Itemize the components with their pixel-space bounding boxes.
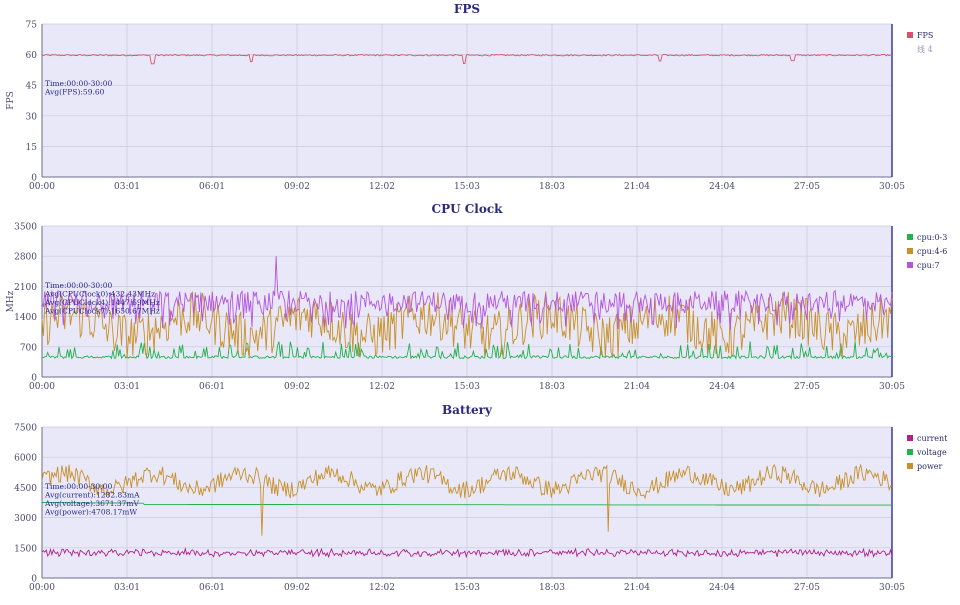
legend-swatch: [907, 32, 913, 38]
annotation-text: Avg(CPUClock7):1650.67MHz: [44, 307, 160, 316]
chart-title: CPU Clock: [432, 202, 504, 216]
cpu-clock-chart-panel: 0 700 1400 2100 2800 3500 00:00 03:01 06:01 09:02…: [0, 200, 960, 400]
x-tick-label: 00:00: [29, 182, 55, 192]
legend-swatch: [907, 449, 913, 455]
x-tick-label: 09:02: [284, 382, 310, 392]
legend-swatch: [907, 435, 913, 441]
x-tick-label: 09:02: [284, 583, 310, 593]
annotation-text: Time:00:00-30:00: [45, 482, 112, 491]
chart-title: FPS: [454, 2, 480, 16]
battery-svg: 0 1500 3000 4500 6000 7500 00:00 03:01 06:01 09:0…: [14, 403, 948, 593]
legend-swatch: [907, 46, 913, 52]
series-line-voltage: [42, 502, 892, 506]
y-tick-label: 3500: [14, 223, 37, 233]
y-axis-label: MHz: [6, 290, 16, 312]
x-tick-label: 24:04: [709, 182, 735, 192]
y-tick-label: 0: [31, 374, 37, 384]
legend-label: FPS: [917, 31, 933, 40]
x-tick-label: 00:00: [29, 382, 55, 392]
cpu-clock-svg: 0 700 1400 2100 2800 3500 00:00 03:01 06:01 09:02…: [6, 202, 947, 392]
annotation-text: Avg(CPUClock0):432.43MHz: [44, 290, 155, 299]
y-tick-label: 2800: [14, 253, 37, 263]
y-tick-label: 45: [26, 82, 38, 92]
y-tick-label: 75: [26, 21, 38, 31]
x-tick-label: 24:04: [709, 382, 735, 392]
x-tick-label: 15:03: [454, 182, 480, 192]
x-tick-label: 06:01: [199, 182, 225, 192]
series-line-power: [41, 463, 893, 536]
y-tick-label: 15: [26, 143, 38, 153]
x-tick-label: 18:03: [539, 583, 565, 593]
y-tick-label: 0: [31, 174, 37, 184]
annotation-text: Time:00:00-30:00: [45, 281, 112, 290]
annotation-text: Time:00:00-30:00: [45, 79, 112, 88]
y-tick-label: 30: [26, 112, 38, 122]
x-tick-label: 06:01: [199, 583, 225, 593]
y-tick-label: 0: [31, 575, 37, 585]
annotation-text: Avg(voltage):3671.37mV: [44, 499, 140, 508]
legend-swatch: [907, 463, 913, 469]
legend-label: power: [917, 462, 943, 471]
y-tick-label: 4500: [14, 484, 37, 494]
y-tick-label: 1500: [14, 544, 37, 554]
x-tick-label: 30:05: [879, 583, 905, 593]
battery-chart-panel: 0 1500 3000 4500 6000 7500 00:00 03:01 06:01 09:0…: [0, 401, 960, 601]
legend-label: cpu:7: [917, 261, 940, 270]
chart-title: Battery: [442, 403, 493, 417]
legend-swatch: [907, 234, 913, 240]
series-line-cpu-0-3: [41, 341, 893, 360]
x-tick-label: 27:05: [794, 182, 820, 192]
x-tick-label: 09:02: [284, 182, 310, 192]
series-line-current: [41, 546, 893, 559]
x-tick-label: 27:05: [794, 382, 820, 392]
x-tick-label: 12:02: [369, 182, 395, 192]
x-tick-label: 24:04: [709, 583, 735, 593]
x-tick-label: 12:02: [369, 583, 395, 593]
x-tick-label: 21:04: [624, 382, 650, 392]
y-tick-label: 7500: [14, 424, 37, 434]
x-tick-label: 06:01: [199, 382, 225, 392]
fps-chart-panel: 0 15 30 45 60 75 00:00 03:01 06:01 09:02 12:02 15:0…: [0, 0, 960, 197]
legend-label: current: [917, 434, 948, 443]
x-tick-label: 30:05: [879, 382, 905, 392]
x-tick-label: 03:01: [114, 583, 140, 593]
y-tick-label: 3000: [14, 514, 37, 524]
legend-swatch: [907, 262, 913, 268]
x-tick-label: 15:03: [454, 382, 480, 392]
x-tick-label: 21:04: [624, 182, 650, 192]
annotation-text: Avg(CPUClock4):1447.69MHz: [44, 298, 160, 307]
x-tick-label: 15:03: [454, 583, 480, 593]
y-tick-label: 700: [20, 343, 37, 353]
x-tick-label: 18:03: [539, 182, 565, 192]
y-tick-label: 6000: [14, 454, 37, 464]
x-tick-label: 21:04: [624, 583, 650, 593]
y-tick-label: 2100: [14, 283, 37, 293]
annotation-text: Avg(power):4708.17mW: [44, 508, 137, 517]
y-tick-label: 60: [26, 51, 38, 61]
legend-swatch: [907, 248, 913, 254]
fps-svg: 0 15 30 45 60 75 00:00 03:01 06:01 09:02 12:02 15:0…: [6, 2, 933, 192]
annotation-text: Avg(FPS):59.60: [44, 88, 105, 97]
x-tick-label: 30:05: [879, 182, 905, 192]
legend-label: cpu:4-6: [917, 247, 947, 256]
y-tick-label: 1400: [14, 313, 37, 323]
annotation-text: Avg(current):1282.83mA: [44, 491, 140, 500]
x-tick-label: 27:05: [794, 583, 820, 593]
series-line-cpu-7: [41, 256, 893, 330]
legend-label: 线 4: [917, 44, 933, 54]
x-tick-label: 00:00: [29, 583, 55, 593]
legend-label: voltage: [916, 448, 947, 457]
x-tick-label: 12:02: [369, 382, 395, 392]
x-tick-label: 03:01: [114, 182, 140, 192]
series-line-cpu-4-6: [41, 291, 893, 359]
series-line-fps: [41, 53, 893, 65]
x-tick-label: 18:03: [539, 382, 565, 392]
y-axis-label: FPS: [6, 91, 16, 109]
legend-label: cpu:0-3: [917, 233, 947, 242]
x-tick-label: 03:01: [114, 382, 140, 392]
